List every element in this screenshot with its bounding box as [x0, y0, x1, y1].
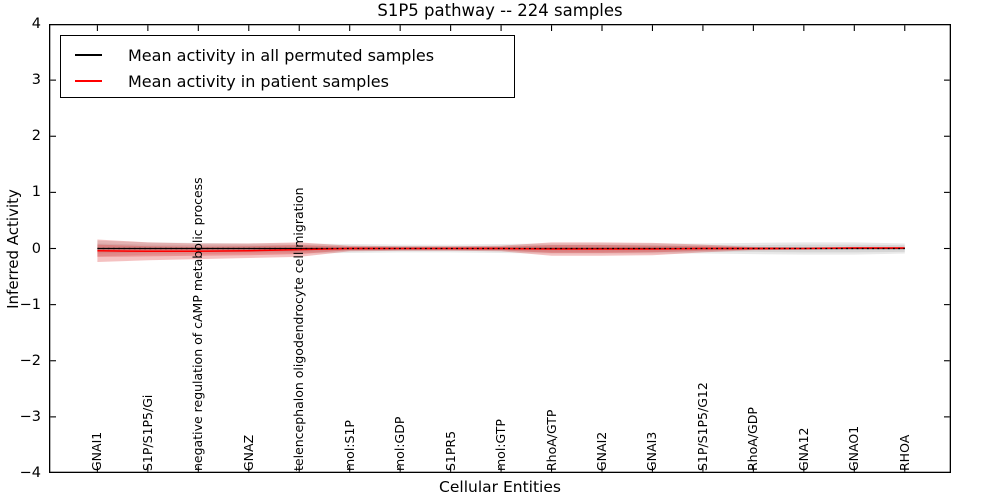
axes-spines	[49, 24, 951, 473]
x-tick-label: mol:GDP	[392, 416, 408, 471]
plot-canvas	[49, 24, 951, 473]
legend-line-sample-patient	[75, 80, 102, 82]
y-tick-label: 4	[31, 16, 41, 32]
plot-area	[49, 24, 951, 473]
y-axis-label: Inferred Activity	[4, 189, 22, 309]
y-tick-label: −4	[19, 465, 41, 481]
x-tick-label: negative regulation of cAMP metabolic pr…	[190, 177, 206, 471]
legend: Mean activity in all permuted samples Me…	[60, 35, 515, 98]
x-tick-label: GNAZ	[240, 434, 256, 471]
legend-label-patient: Mean activity in patient samples	[128, 71, 389, 91]
y-tick-label: 3	[31, 72, 41, 89]
legend-line-sample-permuted	[75, 54, 102, 56]
x-tick-label: telencephalon oligodendrocyte cell migra…	[291, 187, 307, 471]
x-tick-label: mol:S1P	[341, 420, 357, 471]
x-tick-label: GNAO1	[846, 425, 862, 471]
legend-label-permuted: Mean activity in all permuted samples	[128, 45, 435, 65]
y-tick-label: −3	[19, 408, 41, 425]
legend-entry-patient: Mean activity in patient samples	[75, 68, 514, 94]
patient-mean-line	[97, 247, 905, 253]
x-tick-label: GNAI3	[644, 431, 660, 471]
y-tick-label: −2	[19, 352, 41, 369]
x-axis-label: Cellular Entities	[439, 478, 561, 496]
x-tick-label: S1P/S1P5/G12	[694, 382, 710, 471]
chart-title: S1P5 pathway -- 224 samples	[377, 1, 623, 20]
x-tick-label: GNAI2	[594, 431, 609, 471]
x-tick-label: mol:GTP	[493, 419, 509, 471]
x-tick-label: GNAI1	[89, 431, 105, 471]
legend-entry-permuted: Mean activity in all permuted samples	[75, 42, 514, 68]
x-tick-label: S1P/S1P5/Gi	[139, 394, 155, 471]
x-tick-label: S1PR5	[442, 430, 458, 471]
y-tick-label: −1	[19, 296, 41, 313]
patient-band-outer	[97, 239, 905, 262]
y-tick-label: 1	[31, 184, 41, 201]
x-tick-label: GNA12	[795, 427, 811, 472]
x-tick-label: RHOA	[896, 434, 912, 471]
x-tick-label: RhoA/GDP	[745, 407, 761, 471]
y-tick-label: 0	[31, 240, 41, 257]
x-tick-label: RhoA/GTP	[543, 409, 559, 471]
y-tick-label: 2	[31, 128, 41, 145]
patient-band-inner	[97, 244, 905, 257]
